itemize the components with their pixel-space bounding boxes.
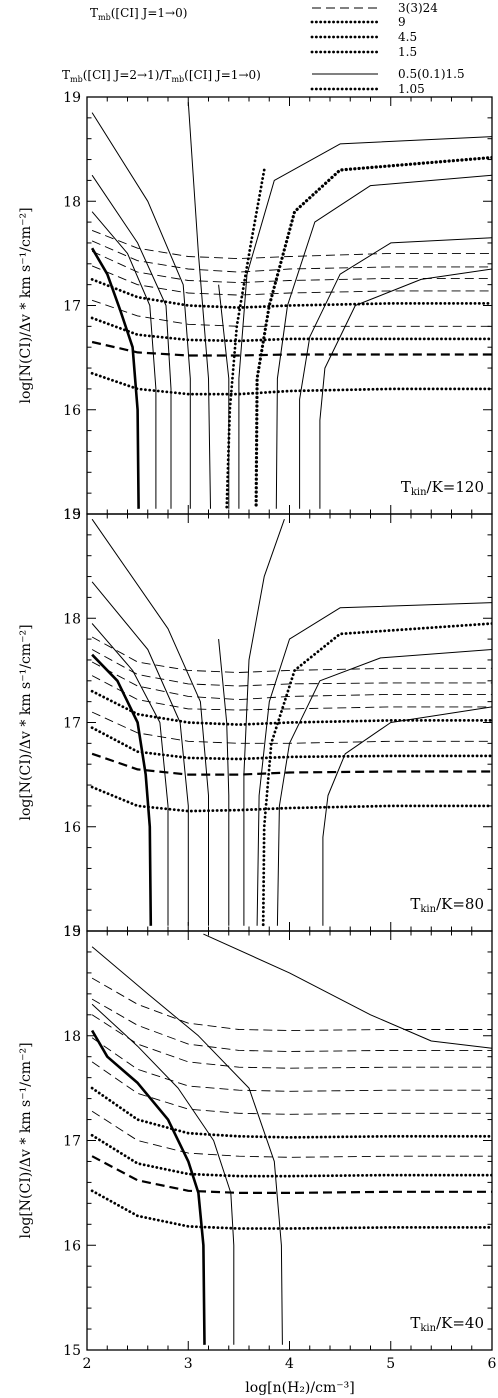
panel-label: Tkin/K=80 <box>410 895 484 915</box>
panel-2: 15 16 17 18 19 2 3 4 5 6 log[N(CI)/Δv * km s⁻¹/cm⁻… <box>18 924 497 1372</box>
ratio-contour-4 <box>187 102 211 509</box>
tmb-contour-5 <box>91 1061 492 1115</box>
ratio-contour-3 <box>91 518 209 926</box>
ratio-contour-6 <box>225 168 266 511</box>
ratio-contour-4 <box>218 639 230 926</box>
tmb-contour-4 <box>90 689 492 726</box>
ratio-contour-2 <box>91 174 172 509</box>
panel-frame <box>86 513 493 932</box>
ratio-contour-2 <box>91 581 189 926</box>
x-tick-label: 6 <box>488 1356 497 1372</box>
x-tick-label: 3 <box>184 1356 193 1372</box>
panel-label: Tkin/K=40 <box>410 1314 484 1334</box>
tmb-contour-0 <box>90 371 492 396</box>
legend-tmb-title: Tmb([CI] J=1→0) <box>90 6 187 22</box>
ratio-contour-8 <box>276 649 492 926</box>
panels: 15 16 17 18 19 log[N(CI)/Δv * km s⁻¹/cm⁻²] Tki… <box>18 90 497 1372</box>
tmb-contour-6 <box>91 250 492 284</box>
tmb-contour-4 <box>90 1086 492 1139</box>
ratio-contour-0 <box>90 1029 206 1345</box>
tmb-contour-0 <box>90 1189 492 1230</box>
y-tick-label: 16 <box>63 820 81 836</box>
panel-0: 15 16 17 18 19 log[N(CI)/Δv * km s⁻¹/cm⁻²] Tki… <box>18 90 493 523</box>
legend: Tmb([CI] J=1→0) Tmb([CI] J=2→1)/Tmb([CI]… <box>62 1 465 96</box>
y-tick-label: 17 <box>63 1134 81 1150</box>
ratio-contour-3 <box>203 933 492 1049</box>
tmb-contour-7 <box>91 1014 492 1069</box>
ratio-contour-6 <box>261 622 492 928</box>
tmb-contour-3 <box>91 1110 492 1158</box>
y-tick-label: 19 <box>63 507 81 523</box>
ratio-contour-10 <box>299 237 492 509</box>
y-tick-label: 16 <box>63 403 81 419</box>
ratio-contour-9 <box>275 174 492 509</box>
tmb-contour-8 <box>91 636 492 673</box>
y-tick-label: 16 <box>63 1238 81 1254</box>
tmb-contour-2 <box>90 726 492 761</box>
legend-label-5: 1.05 <box>398 82 425 96</box>
legend-ratio-title: Tmb([CI] J=2→1)/Tmb([CI] J=1→0) <box>62 68 261 84</box>
tmb-contour-6 <box>91 1037 492 1092</box>
tmb-contour-6 <box>91 661 492 701</box>
ratio-contour-1 <box>91 211 157 509</box>
legend-label-2: 4.5 <box>398 30 417 44</box>
panel-label: Tkin/K=120 <box>401 478 484 498</box>
tmb-contour-2 <box>90 316 492 343</box>
panel-1: 15 16 17 18 19 log[N(CI)/Δv * km s⁻¹/cm⁻²] Tki… <box>18 507 493 940</box>
y-tick-label: 15 <box>63 1343 81 1359</box>
tmb-contour-0 <box>90 785 492 813</box>
ratio-contour-1 <box>91 1003 235 1345</box>
y-axis-label: log[N(CI)/Δv * km s⁻¹/cm⁻²] <box>18 207 34 403</box>
y-tick-label: 18 <box>63 1029 81 1045</box>
tmb-contour-5 <box>91 265 492 296</box>
tmb-contour-4 <box>90 277 492 310</box>
y-tick-label: 18 <box>63 194 81 210</box>
legend-label-4: 0.5(0.1)1.5 <box>398 67 465 81</box>
tmb-contour-3 <box>91 299 492 327</box>
y-axis-label: log[N(CI)/Δv * km s⁻¹/cm⁻²] <box>18 1042 34 1238</box>
tmb-contour-2 <box>90 1133 492 1178</box>
ratio-contour-7 <box>256 602 492 926</box>
ratio-contour-0 <box>90 247 140 509</box>
tmb-contour-1 <box>91 752 492 776</box>
legend-label-0: 3(3)24 <box>398 1 438 15</box>
tmb-contour-9 <box>91 977 492 1031</box>
tmb-contour-7 <box>91 649 492 687</box>
y-axis-label: log[N(CI)/Δv * km s⁻¹/cm⁻²] <box>18 624 34 820</box>
y-tick-label: 17 <box>63 299 81 315</box>
tmb-contour-1 <box>91 340 492 357</box>
x-tick-label: 4 <box>285 1356 294 1372</box>
tmb-contour-5 <box>91 675 492 711</box>
tmb-contour-8 <box>91 229 492 260</box>
y-tick-label: 19 <box>63 924 81 940</box>
ratio-contour-5 <box>243 519 285 926</box>
ratio-contour-1 <box>91 623 169 926</box>
ratio-contour-9 <box>322 706 492 926</box>
ratio-contour-8 <box>254 155 492 511</box>
ratio-contour-2 <box>91 946 283 1345</box>
y-tick-label: 17 <box>63 716 81 732</box>
ratio-contour-7 <box>238 136 492 509</box>
legend-label-3: 1.5 <box>398 45 417 59</box>
ratio-contour-3 <box>91 112 191 509</box>
tmb-contour-3 <box>91 711 492 744</box>
y-tick-label: 15 <box>63 924 81 940</box>
y-tick-label: 18 <box>63 611 81 627</box>
legend-label-1: 9 <box>398 15 406 29</box>
x-axis-label: log[n(H₂)/cm⁻³] <box>245 1380 354 1396</box>
ratio-contour-0 <box>91 653 153 926</box>
tmb-contour-7 <box>91 240 492 273</box>
x-tick-label: 2 <box>83 1356 92 1372</box>
tmb-contour-8 <box>91 998 492 1052</box>
y-tick-label: 15 <box>63 507 81 523</box>
y-tick-label: 19 <box>63 90 81 106</box>
ratio-contour-5 <box>218 284 230 509</box>
x-tick-label: 5 <box>386 1356 395 1372</box>
ratio-contour-11 <box>319 268 492 509</box>
